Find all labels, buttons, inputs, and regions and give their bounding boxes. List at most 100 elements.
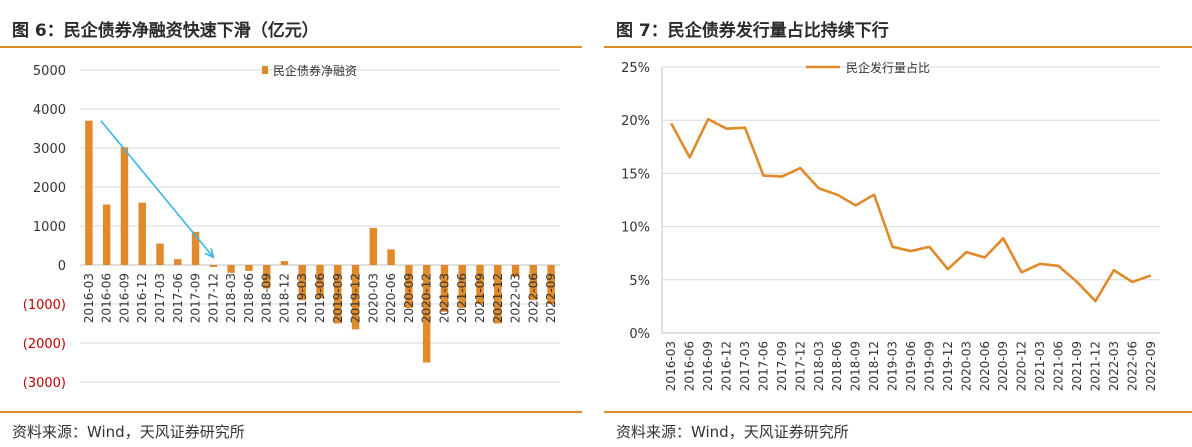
x-tick-label: 2017-12: [793, 341, 807, 391]
y-tick-label: 5%: [629, 274, 650, 289]
x-tick-label: 2017-06: [171, 273, 185, 323]
y-tick-label: 0: [58, 259, 66, 274]
bar-2021-06: [458, 265, 466, 308]
figure-6-top-rule: [0, 46, 582, 48]
x-tick-label: 2021-06: [455, 273, 469, 323]
x-tick-label: 2018-03: [812, 341, 826, 391]
bar-2017-12: [209, 265, 218, 267]
y-tick-label: 0%: [629, 327, 650, 342]
figure-7-bottom-rule: [604, 411, 1192, 413]
y-tick-label: 15%: [621, 167, 650, 182]
legend-label: 民企债券净融资: [273, 63, 357, 78]
figure-7-title: 图 7：民企债券发行量占比持续下行: [616, 21, 889, 41]
x-tick-label: 2018-06: [242, 273, 256, 323]
issuance-share-line-chart: 25% 20% 15% 10% 5% 0% 2016-03 2016-06 2016-09 201…: [621, 60, 1160, 391]
bar-2021-09: [476, 265, 484, 304]
y-tick-label: 2000: [33, 181, 66, 196]
x-tick-label: 2016-06: [683, 341, 697, 391]
x-tick-label: 2019-03: [295, 273, 309, 323]
bar-2017-09: [191, 231, 200, 265]
x-tick-label: 2016-09: [701, 341, 715, 391]
x-tick-label: 2020-09: [996, 341, 1010, 391]
bar-2016-03: [85, 120, 93, 265]
y-tick-label: 20%: [621, 114, 650, 129]
x-tick-label: 2018-03: [224, 273, 238, 323]
trend-arrow-line: [100, 120, 214, 258]
x-tick-label: 2018-09: [849, 341, 863, 391]
x-tick-label: 2017-06: [756, 341, 770, 391]
x-tick-label: 2016-12: [720, 341, 734, 391]
x-tick-label: 2018-12: [867, 341, 881, 391]
bar-2022-09: [547, 265, 555, 304]
bar-2021-12: [494, 265, 502, 324]
x-tick-label: 2017-09: [189, 273, 203, 323]
y-tick-label: 1000: [33, 220, 66, 235]
bar-2016-09: [120, 147, 129, 265]
x-tick-label: 2016-06: [100, 273, 114, 323]
x-tick-label: 2021-06: [1052, 341, 1066, 391]
x-tick-label: 2017-12: [206, 273, 220, 323]
x-tick-label: 2020-09: [402, 273, 416, 323]
x-tick-label: 2020-06: [978, 341, 992, 391]
bar-2018-12: [280, 261, 289, 265]
bar-2018-09: [262, 265, 271, 289]
x-tick-label: 2021-09: [473, 273, 487, 323]
x-tick-label: 2020-12: [1015, 341, 1029, 391]
x-tick-label: 2017-09: [775, 341, 789, 391]
x-tick-label: 2021-03: [1033, 341, 1047, 391]
figure-6-panel: 图 6：民企债券净融资快速下滑（亿元） 5000 4000 3000 2000 1000…: [0, 0, 582, 447]
legend-label: 民企发行量占比: [846, 60, 930, 75]
bar-2021-03: [440, 265, 449, 312]
x-tick-label: 2018-09: [260, 273, 274, 323]
y-tick-label: 10%: [621, 221, 650, 236]
figure-7-source: 资料来源：Wind，天风证券研究所: [616, 423, 849, 441]
bar-2016-12: [138, 202, 146, 265]
x-tick-label: 2020-03: [959, 341, 973, 391]
bar-2022-06: [529, 265, 538, 301]
x-tick-label: 2016-03: [82, 273, 96, 323]
y-tick-label: 3000: [33, 142, 66, 157]
x-tick-label: 2021-09: [1070, 341, 1084, 391]
x-tick-label: 2017-03: [738, 341, 752, 391]
x-tick-label: 2018-12: [277, 273, 291, 323]
figure-7-top-rule: [604, 46, 1192, 48]
x-tick-label: 2019-12: [349, 273, 363, 323]
y-tick-label: 5000: [33, 64, 66, 79]
x-tick-label: 2021-12: [491, 273, 505, 323]
bar-2019-09: [334, 265, 342, 324]
trend-arrow-head: [204, 248, 215, 259]
bar-2019-12: [351, 265, 360, 330]
x-tick-label: 2022-06: [526, 273, 540, 323]
figure-6-bottom-rule: [0, 411, 582, 413]
x-tick-label: 2021-12: [1088, 341, 1102, 391]
bar-2022-03: [511, 265, 520, 277]
share-series-line: [670, 117, 1152, 303]
y-tick-label: (1000): [23, 298, 66, 313]
x-tick-label: 2019-09: [922, 341, 936, 391]
bar-2017-06: [174, 259, 182, 265]
x-tick-label: 2020-12: [420, 273, 434, 323]
x-tick-label: 2017-03: [153, 273, 167, 323]
x-tick-label: 2020-06: [384, 273, 398, 323]
x-tick-label: 2016-09: [117, 273, 131, 323]
y-tick-label: 4000: [33, 103, 66, 118]
bar-2018-06: [245, 265, 253, 271]
x-tick-label: 2019-12: [941, 341, 955, 391]
bar-2019-06: [316, 265, 324, 299]
bar-2017-03: [156, 243, 164, 265]
x-tick-label: 2019-03: [886, 341, 900, 391]
bar-2018-03: [227, 265, 235, 273]
x-tick-label: 2022-09: [1144, 341, 1158, 391]
x-tick-label: 2022-03: [1107, 341, 1121, 391]
bar-2016-06: [102, 204, 111, 265]
y-tick-label: 25%: [621, 61, 650, 76]
x-tick-label: 2019-06: [313, 273, 327, 323]
y-tick-label: (3000): [23, 376, 66, 391]
bar-2020-12: [422, 265, 431, 363]
legend-swatch: [262, 66, 268, 74]
x-tick-label: 2018-06: [830, 341, 844, 391]
bar-2020-03: [369, 227, 378, 265]
x-tick-label: 2022-03: [509, 273, 523, 323]
net-financing-bar-chart: 5000 4000 3000 2000 1000 0 (1000) (2000) (3000) 2…: [23, 63, 560, 391]
figure-7-panel: 图 7：民企债券发行量占比持续下行 25% 20% 15% 10% 5% 0% 2016-0…: [604, 0, 1192, 447]
